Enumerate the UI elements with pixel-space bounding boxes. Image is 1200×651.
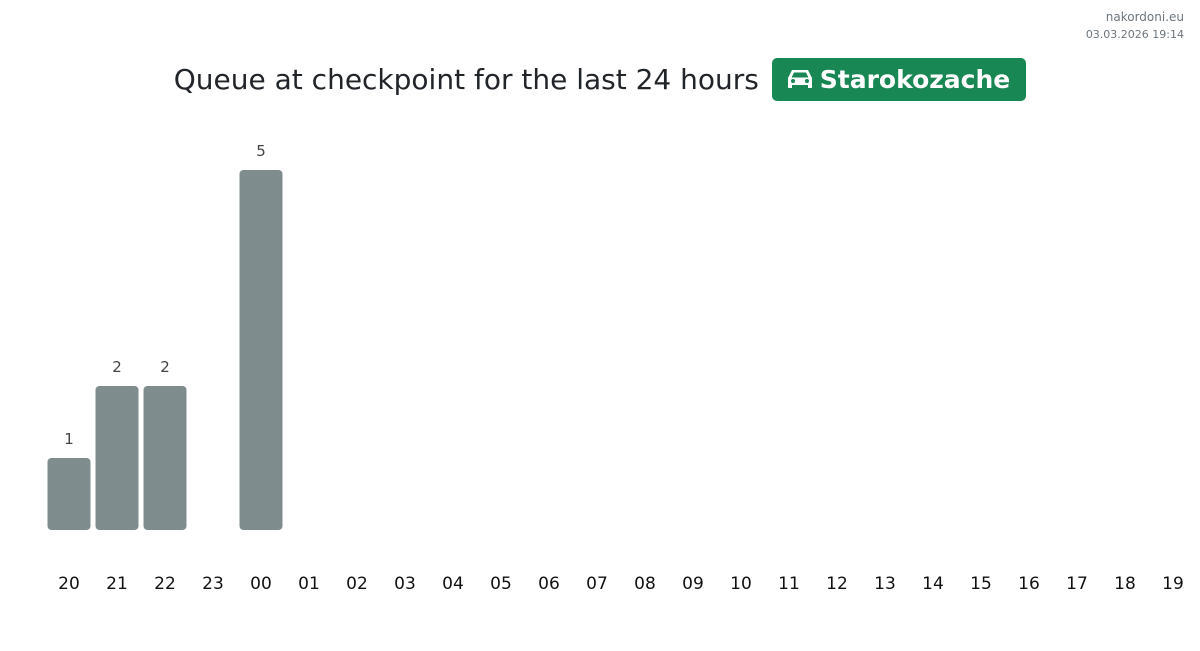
bar bbox=[143, 386, 187, 530]
x-tick-label: 18 bbox=[1114, 574, 1136, 594]
x-tick-label: 09 bbox=[682, 574, 704, 594]
x-tick-label: 06 bbox=[538, 574, 560, 594]
x-tick-label: 07 bbox=[586, 574, 608, 594]
x-tick-label: 02 bbox=[346, 574, 368, 594]
x-tick-label: 08 bbox=[634, 574, 656, 594]
bar bbox=[239, 170, 283, 530]
data-label: 2 bbox=[112, 358, 122, 376]
x-tick-label: 00 bbox=[250, 574, 272, 594]
x-tick-label: 05 bbox=[490, 574, 512, 594]
x-tick-label: 23 bbox=[202, 574, 224, 594]
x-tick-label: 15 bbox=[970, 574, 992, 594]
x-tick-label: 21 bbox=[106, 574, 128, 594]
site-name: nakordoni.eu bbox=[1105, 10, 1184, 24]
x-tick-label: 17 bbox=[1066, 574, 1088, 594]
x-tick-label: 04 bbox=[442, 574, 464, 594]
x-tick-label: 20 bbox=[58, 574, 80, 594]
x-tick-label: 10 bbox=[730, 574, 752, 594]
bar bbox=[95, 386, 139, 530]
x-tick-label: 01 bbox=[298, 574, 320, 594]
x-tick-label: 13 bbox=[874, 574, 896, 594]
checkpoint-badge: Starokozache bbox=[771, 58, 1027, 101]
x-tick-label: 16 bbox=[1018, 574, 1040, 594]
brand: nakordoni.eu 03.03.2026 19:14 bbox=[1086, 9, 1184, 43]
page-title: Queue at checkpoint for the last 24 hour… bbox=[0, 58, 1200, 102]
data-label: 5 bbox=[256, 142, 266, 160]
timestamp: 03.03.2026 19:14 bbox=[1085, 28, 1184, 41]
title-text: Queue at checkpoint for the last 24 hour… bbox=[173, 63, 759, 96]
x-tick-label: 22 bbox=[154, 574, 176, 594]
x-tick-label: 19 bbox=[1162, 574, 1184, 594]
x-tick-label: 11 bbox=[778, 574, 800, 594]
car-icon bbox=[787, 70, 812, 88]
x-tick-label: 12 bbox=[826, 574, 848, 594]
bar bbox=[47, 458, 91, 530]
checkpoint-name: Starokozache bbox=[819, 65, 1011, 94]
data-label: 1 bbox=[64, 430, 74, 448]
x-tick-label: 14 bbox=[922, 574, 944, 594]
data-label: 2 bbox=[160, 358, 170, 376]
x-tick-label: 03 bbox=[394, 574, 416, 594]
